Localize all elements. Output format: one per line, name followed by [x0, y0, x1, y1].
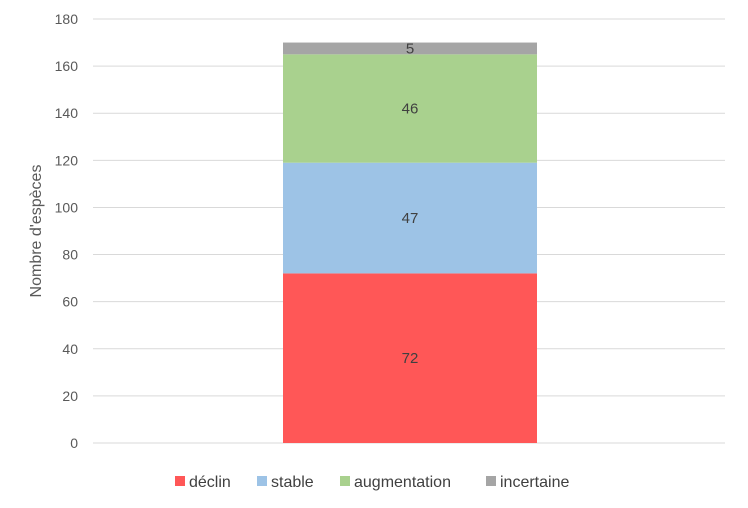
legend-swatch: [340, 476, 350, 486]
bar-segment-incertaine: [283, 42, 537, 55]
y-axis-ticks: 0 20 40 60 80 100 120 140 160 180: [55, 11, 79, 451]
y-tick-label: 140: [55, 105, 79, 121]
y-axis-label: Nombre d'espèces: [28, 165, 45, 298]
legend-swatch: [257, 476, 267, 486]
legend-item-incertaine: incertaine: [486, 474, 569, 491]
y-tick-label: 20: [62, 388, 78, 404]
y-tick-label: 180: [55, 11, 79, 27]
bar-segments: [283, 42, 537, 443]
legend-label: stable: [271, 474, 314, 491]
y-tick-label: 120: [55, 152, 79, 168]
legend-item-stable: stable: [257, 474, 314, 491]
y-tick-label: 100: [55, 199, 79, 215]
bar-segment-stable: [283, 162, 537, 274]
legend-label: augmentation: [354, 474, 451, 491]
y-tick-label: 80: [62, 247, 78, 263]
legend-item-déclin: déclin: [175, 474, 231, 491]
y-tick-label: 40: [62, 341, 78, 357]
data-label-déclin: 72: [402, 350, 419, 367]
legend-swatch: [486, 476, 496, 486]
bar-segment-déclin: [283, 273, 537, 443]
legend-swatch: [175, 476, 185, 486]
y-tick-label: 60: [62, 294, 78, 310]
bar-segment-augmentation: [283, 54, 537, 163]
legend-label: incertaine: [500, 474, 569, 491]
data-label-stable: 47: [402, 210, 419, 227]
legend-label: déclin: [189, 474, 231, 491]
y-tick-label: 0: [70, 435, 78, 451]
data-label-incertaine: 5: [406, 40, 414, 57]
data-label-augmentation: 46: [402, 101, 419, 118]
legend-item-augmentation: augmentation: [340, 474, 451, 491]
y-tick-label: 160: [55, 58, 79, 74]
legend: déclin stable augmentation incertaine: [175, 474, 569, 491]
data-labels: 72 47 46 5: [402, 40, 419, 367]
